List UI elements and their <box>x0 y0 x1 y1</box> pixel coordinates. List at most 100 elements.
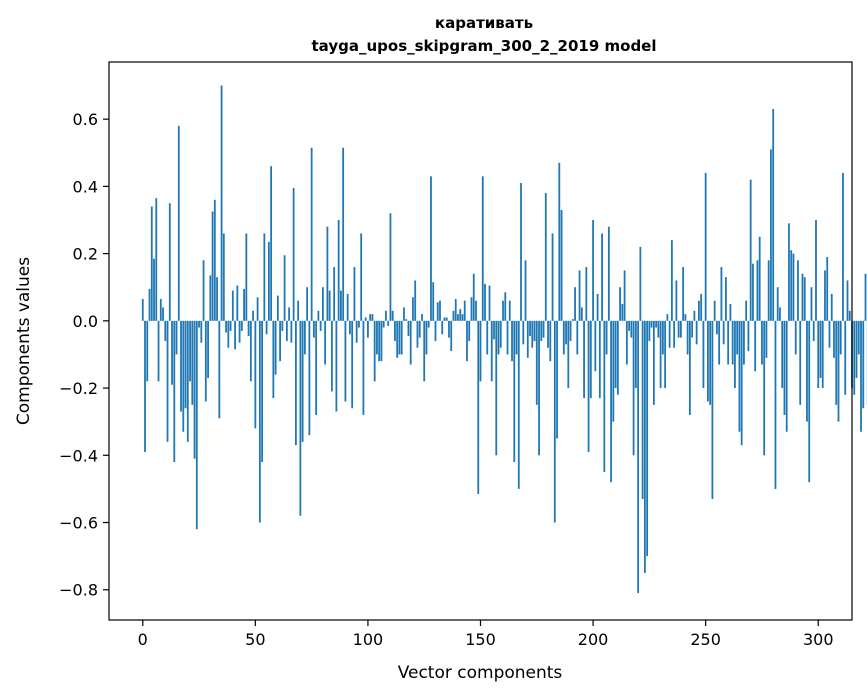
bar <box>650 320 653 328</box>
bar <box>414 280 417 321</box>
bar <box>628 320 630 331</box>
bar <box>294 320 297 446</box>
bar <box>670 240 673 321</box>
bar <box>729 304 732 321</box>
bar <box>713 300 716 321</box>
bar <box>421 314 423 321</box>
bar <box>362 320 365 415</box>
bar <box>637 320 640 594</box>
x-axis-ticks: 0 50 100 150 200 250 300 <box>138 620 834 649</box>
bar <box>182 320 185 432</box>
bar <box>598 320 601 399</box>
bar <box>391 310 394 321</box>
bar <box>752 263 754 321</box>
bar <box>342 147 345 321</box>
y-tick-label: 0.4 <box>73 177 98 196</box>
bar <box>303 320 306 355</box>
bar <box>731 320 734 365</box>
bar <box>441 320 444 335</box>
bar <box>666 314 669 321</box>
x-tick-label: 250 <box>690 630 721 649</box>
bar <box>477 320 480 494</box>
bar <box>317 310 320 321</box>
bar <box>349 320 351 335</box>
bar <box>439 300 441 321</box>
x-tick-label: 300 <box>803 630 834 649</box>
bar <box>452 310 455 321</box>
bar <box>229 320 232 331</box>
bar <box>571 319 574 321</box>
bar <box>448 320 450 338</box>
bar <box>774 320 777 489</box>
y-axis-ticks: −0.8 −0.6 −0.4 −0.2 0.0 0.2 0.4 0.6 <box>59 110 109 600</box>
bar <box>488 285 491 321</box>
bar <box>301 320 304 442</box>
chart-subtitle: tayga_upos_skipgram_300_2_2019 model <box>312 37 657 55</box>
bar <box>396 320 399 358</box>
bar <box>567 320 570 389</box>
bar <box>321 287 324 321</box>
bar <box>716 320 718 335</box>
bar <box>371 314 374 321</box>
bar <box>727 320 730 365</box>
bar <box>806 320 808 422</box>
bar <box>819 320 822 378</box>
bar <box>682 267 685 321</box>
bar <box>506 320 509 355</box>
bar <box>846 280 849 321</box>
bar <box>542 320 545 338</box>
bar <box>808 320 811 483</box>
bar <box>779 307 781 321</box>
bar <box>240 320 243 331</box>
bar <box>745 300 748 321</box>
bar <box>481 176 484 321</box>
bar <box>405 319 408 321</box>
chart-title: каративать <box>435 14 533 32</box>
bar <box>256 297 259 321</box>
bar <box>164 320 167 341</box>
bar <box>279 320 282 362</box>
bar <box>643 320 646 573</box>
bar <box>432 282 435 321</box>
bar <box>810 287 813 321</box>
bar <box>558 162 561 321</box>
bar <box>299 320 302 516</box>
bar <box>331 320 333 392</box>
bar <box>231 290 234 321</box>
bar <box>553 320 556 523</box>
bar <box>472 273 475 321</box>
bar <box>209 275 212 321</box>
bar <box>245 233 248 321</box>
bar <box>234 320 236 350</box>
bar <box>799 320 802 405</box>
bar <box>499 320 502 348</box>
bar <box>351 320 354 409</box>
bar <box>434 320 437 341</box>
bar <box>722 320 725 345</box>
bar <box>698 300 700 321</box>
bar <box>175 320 178 355</box>
bar <box>794 320 797 355</box>
bar <box>605 320 608 355</box>
bar <box>159 298 162 321</box>
bar <box>288 307 291 321</box>
bar <box>328 290 331 321</box>
bar <box>333 267 336 321</box>
bar <box>684 314 687 321</box>
bar <box>560 209 563 321</box>
bar <box>565 320 567 345</box>
bar <box>817 320 820 389</box>
bar <box>222 233 225 321</box>
bar <box>632 320 635 456</box>
bar <box>468 320 471 341</box>
bar <box>580 307 583 321</box>
bar <box>430 176 432 321</box>
bar <box>515 320 518 355</box>
bar <box>380 320 383 362</box>
bar <box>576 320 579 355</box>
bar <box>457 314 459 321</box>
bar <box>358 320 360 328</box>
bar <box>612 320 615 422</box>
bar <box>797 260 799 321</box>
